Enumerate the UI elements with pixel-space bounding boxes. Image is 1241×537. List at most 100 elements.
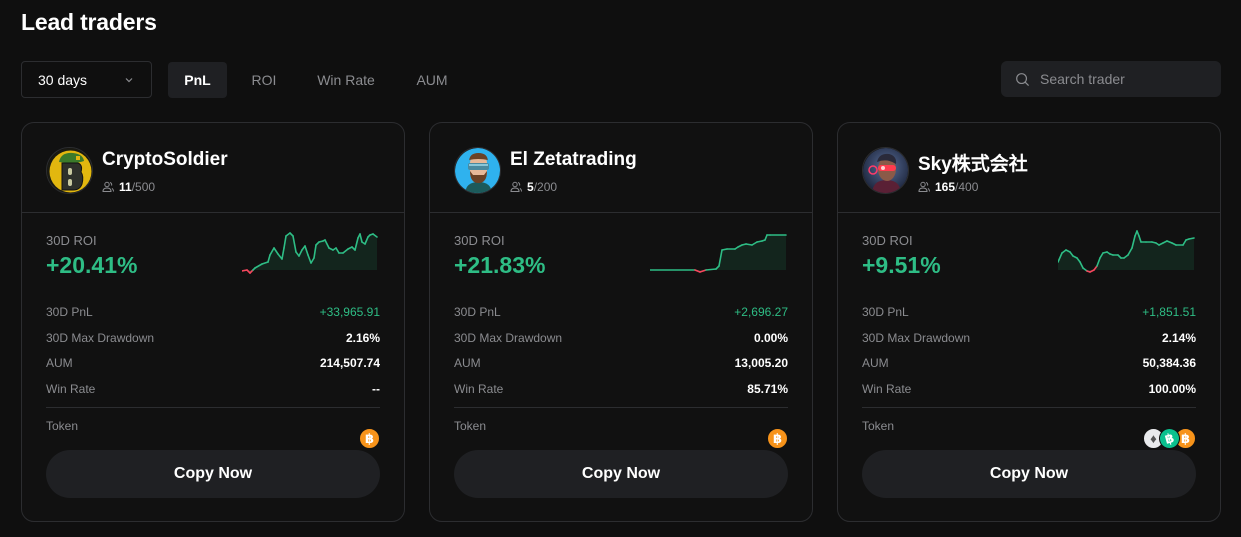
copiers-max: /500 [131, 180, 156, 194]
stat-label: Win Rate [46, 381, 96, 396]
search-icon [1016, 72, 1030, 86]
tab-label: AUM [416, 71, 448, 88]
cyborg-avatar-icon [863, 148, 908, 193]
stat-pnl: 30D PnL +2,696.27 [454, 299, 788, 325]
stat-value: 2.14% [1161, 330, 1196, 345]
token-label: Token [46, 419, 79, 433]
stat-label: 30D PnL [454, 304, 501, 319]
stat-label: AUM [46, 356, 73, 371]
avatar[interactable] [454, 147, 501, 194]
copiers-count: 11/500 [102, 180, 155, 194]
trader-card[interactable]: Sky株式会社 165/400 30D ROI +9.51% 30D PnL +1… [837, 122, 1221, 522]
stat-label: AUM [454, 356, 481, 371]
roi-label: 30D ROI [862, 233, 913, 248]
trader-name[interactable]: Sky株式会社 [918, 154, 1028, 175]
stat-label: Win Rate [454, 381, 504, 396]
trader-name[interactable]: El Zetatrading [510, 149, 637, 170]
vr-headset-avatar-icon [455, 148, 500, 193]
token-label: Token [862, 419, 895, 433]
btc-token-icon: ฿ [359, 428, 380, 449]
token-icons: ฿฿ ♦ [1143, 425, 1196, 452]
stat-value: +33,965.91 [319, 304, 380, 319]
copy-now-button[interactable]: Copy Now [862, 450, 1196, 498]
token-icons: ฿ [767, 428, 788, 449]
card-header: El Zetatrading 5/200 [430, 123, 812, 213]
roi-sparkline [650, 234, 787, 273]
users-icon [918, 181, 930, 192]
tab-label: PnL [184, 71, 211, 88]
copiers-current: 165 [935, 180, 956, 194]
copiers-current: 11 [119, 180, 132, 194]
tab-pnl[interactable]: PnL [168, 61, 227, 98]
users-icon [510, 181, 522, 192]
stat-max-drawdown: 30D Max Drawdown 2.14% [862, 325, 1196, 351]
tab-label: Win Rate [317, 71, 375, 88]
stat-value: 2.16% [345, 330, 380, 345]
tab-roi[interactable]: ROI [227, 62, 301, 98]
search-box[interactable] [1001, 61, 1221, 97]
btc-token-icon: ฿ [767, 428, 788, 449]
chevron-down-icon [125, 78, 133, 83]
tab-label: ROI [251, 71, 277, 88]
copiers-max: /400 [955, 180, 979, 194]
divider [46, 407, 380, 408]
stat-win-rate: Win Rate 100.00% [862, 376, 1196, 402]
stat-value: 13,005.20 [734, 356, 788, 371]
token-icons: ฿ [359, 428, 380, 449]
stat-win-rate: Win Rate -- [46, 376, 380, 402]
divider [454, 407, 788, 408]
roi-label: 30D ROI [46, 233, 97, 248]
stat-win-rate: Win Rate 85.71% [454, 376, 788, 402]
period-dropdown[interactable]: 30 days [21, 61, 152, 98]
avatar[interactable] [862, 147, 909, 194]
stat-aum: AUM 50,384.36 [862, 350, 1196, 376]
stat-aum: AUM 214,507.74 [46, 350, 380, 376]
trader-name[interactable]: CryptoSoldier [102, 149, 228, 170]
trader-card[interactable]: CryptoSoldier 11/500 30D ROI +20.41% 30D… [21, 122, 405, 522]
stat-value: 85.71% [747, 381, 788, 396]
stat-label: 30D Max Drawdown [862, 330, 971, 345]
card-header: Sky株式会社 165/400 [838, 123, 1220, 213]
stats-list: 30D PnL +2,696.27 30D Max Drawdown 0.00% A… [454, 299, 788, 402]
avatar[interactable] [46, 147, 93, 194]
tab-aum[interactable]: AUM [391, 62, 473, 98]
stat-value: +2,696.27 [734, 304, 788, 319]
page-title: Lead traders [21, 9, 157, 35]
stat-label: 30D Max Drawdown [46, 330, 155, 345]
copy-now-button[interactable]: Copy Now [454, 450, 788, 498]
stat-label: AUM [862, 356, 889, 371]
beret-b-avatar-icon [47, 148, 92, 193]
copiers-count: 165/400 [918, 180, 978, 194]
stat-value: +1,851.51 [1142, 304, 1196, 319]
users-icon [102, 181, 114, 192]
stat-pnl: 30D PnL +33,965.91 [46, 299, 380, 325]
trader-card[interactable]: El Zetatrading 5/200 30D ROI +21.83% 30D… [429, 122, 813, 522]
stats-list: 30D PnL +1,851.51 30D Max Drawdown 2.14% A… [862, 299, 1196, 402]
roi-value: +20.41% [46, 252, 138, 278]
roi-sparkline [242, 232, 378, 274]
filter-toolbar: 30 days PnL ROI Win Rate AUM [21, 61, 1221, 98]
search-input[interactable] [1040, 71, 1210, 87]
divider [862, 407, 1196, 408]
trader-cards: CryptoSoldier 11/500 30D ROI +20.41% 30D… [21, 122, 1221, 522]
stat-label: Win Rate [862, 381, 912, 396]
tab-win-rate[interactable]: Win Rate [301, 62, 391, 98]
token-label: Token [454, 419, 487, 433]
stat-value: -- [372, 381, 380, 396]
stat-max-drawdown: 30D Max Drawdown 0.00% [454, 325, 788, 351]
roi-value: +21.83% [454, 252, 546, 278]
stat-value: 0.00% [753, 330, 788, 345]
roi-sparkline [1058, 230, 1195, 273]
card-header: CryptoSoldier 11/500 [22, 123, 404, 213]
stat-max-drawdown: 30D Max Drawdown 2.16% [46, 325, 380, 351]
stat-aum: AUM 13,005.20 [454, 350, 788, 376]
stat-label: 30D PnL [862, 304, 909, 319]
copiers-max: /200 [533, 180, 558, 194]
stat-label: 30D Max Drawdown [454, 330, 563, 345]
stats-list: 30D PnL +33,965.91 30D Max Drawdown 2.16% … [46, 299, 380, 402]
copy-now-button[interactable]: Copy Now [46, 450, 380, 498]
roi-label: 30D ROI [454, 233, 505, 248]
copiers-count: 5/200 [510, 180, 557, 194]
stat-value: 50,384.36 [1142, 356, 1196, 371]
stat-value: 100.00% [1148, 381, 1196, 396]
